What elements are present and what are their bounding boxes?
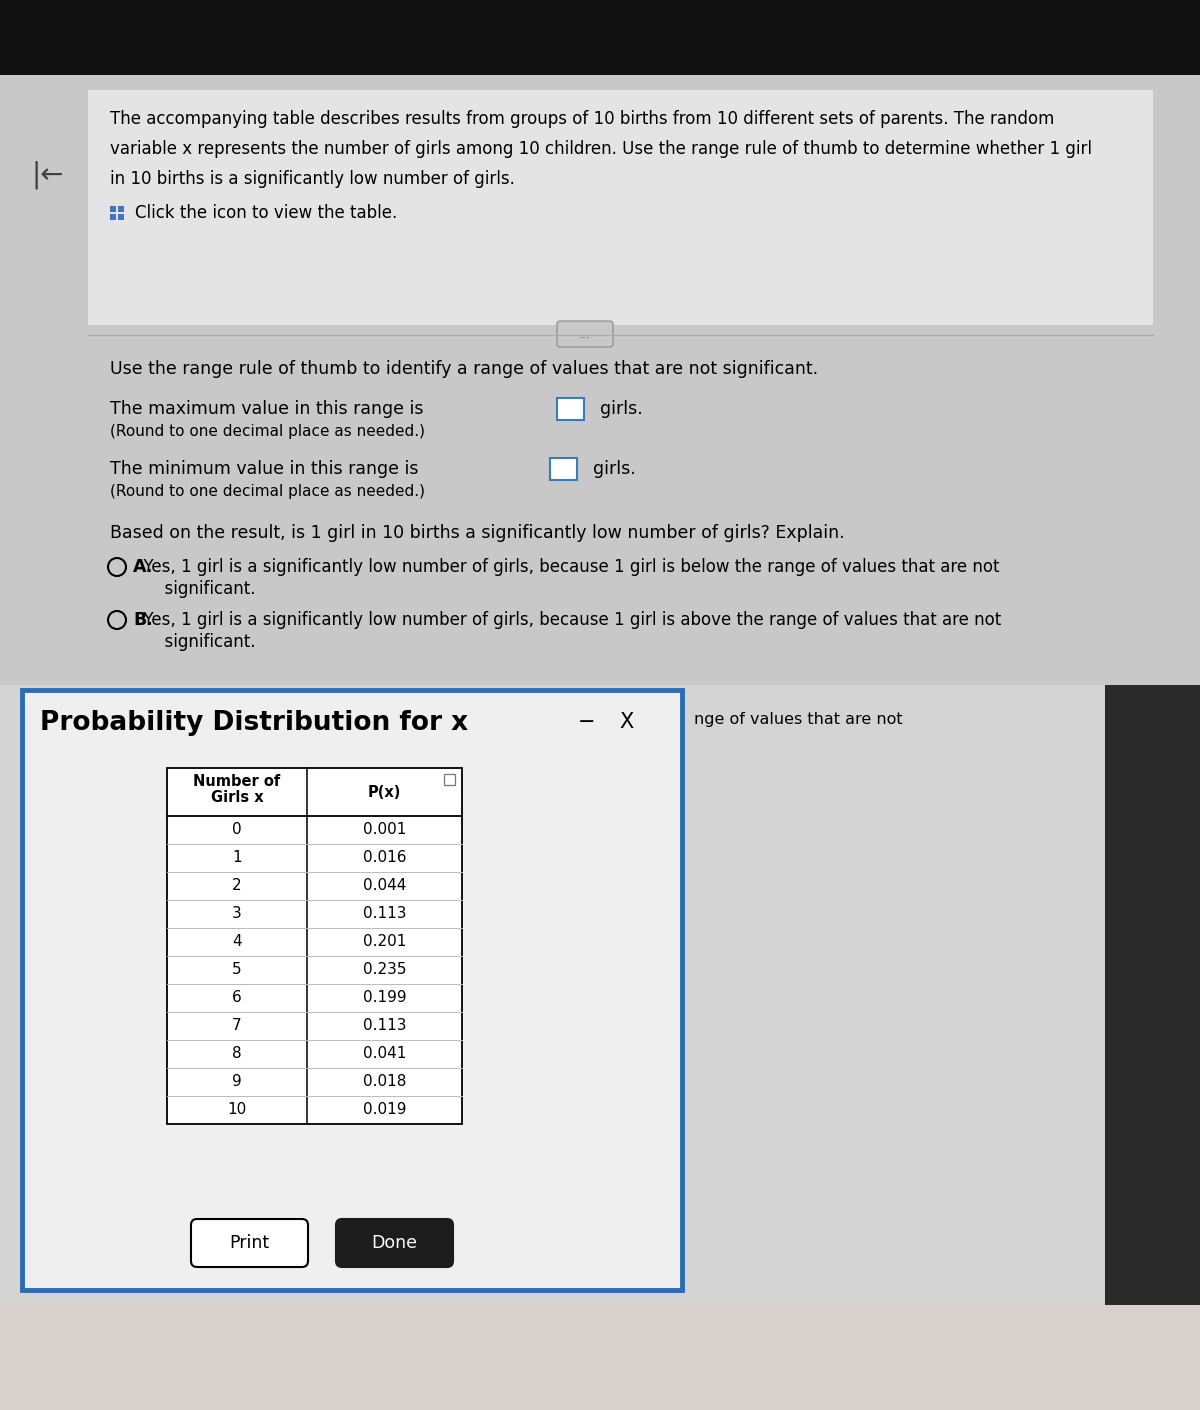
Text: 0.041: 0.041	[362, 1046, 406, 1062]
Text: Girls x: Girls x	[211, 790, 263, 805]
Text: B.: B.	[133, 611, 152, 629]
Text: 3: 3	[232, 907, 242, 922]
Text: 9: 9	[232, 1074, 242, 1090]
Text: 10: 10	[227, 1103, 247, 1118]
FancyBboxPatch shape	[550, 458, 577, 479]
Text: 0.044: 0.044	[362, 878, 406, 894]
Text: girls.: girls.	[593, 460, 636, 478]
FancyBboxPatch shape	[336, 1220, 454, 1268]
FancyBboxPatch shape	[0, 685, 1200, 1306]
FancyBboxPatch shape	[444, 774, 455, 785]
Text: The minimum value in this range is: The minimum value in this range is	[110, 460, 419, 478]
Text: Print: Print	[229, 1234, 269, 1252]
Text: The accompanying table describes results from groups of 10 births from 10 differ: The accompanying table describes results…	[110, 110, 1055, 128]
Text: 0.201: 0.201	[362, 935, 406, 949]
Text: Done: Done	[371, 1234, 418, 1252]
Text: 0.018: 0.018	[362, 1074, 406, 1090]
Text: 1: 1	[232, 850, 242, 866]
Text: X: X	[620, 712, 634, 732]
Text: 0.113: 0.113	[362, 907, 407, 922]
Text: 4: 4	[232, 935, 242, 949]
Text: girls.: girls.	[600, 400, 643, 417]
FancyBboxPatch shape	[22, 689, 682, 1290]
Text: 0.001: 0.001	[362, 822, 406, 838]
Text: (Round to one decimal place as needed.): (Round to one decimal place as needed.)	[110, 484, 425, 499]
FancyBboxPatch shape	[557, 398, 584, 420]
Text: significant.: significant.	[133, 580, 256, 598]
FancyBboxPatch shape	[0, 0, 1200, 75]
Text: nge of values that are not: nge of values that are not	[694, 712, 902, 728]
FancyBboxPatch shape	[0, 75, 1200, 685]
Text: The maximum value in this range is: The maximum value in this range is	[110, 400, 424, 417]
Text: A.: A.	[133, 558, 154, 577]
FancyBboxPatch shape	[191, 1220, 308, 1268]
FancyBboxPatch shape	[88, 90, 1153, 324]
Text: 0.199: 0.199	[362, 990, 407, 1005]
Text: Probability Distribution for x: Probability Distribution for x	[40, 711, 468, 736]
FancyBboxPatch shape	[118, 206, 124, 212]
Text: Yes, 1 girl is a significantly low number of girls, because 1 girl is above the : Yes, 1 girl is a significantly low numbe…	[133, 611, 1001, 629]
Text: in 10 births is a significantly low number of girls.: in 10 births is a significantly low numb…	[110, 171, 515, 188]
Text: Based on the result, is 1 girl in 10 births a significantly low number of girls?: Based on the result, is 1 girl in 10 bir…	[110, 525, 845, 541]
Text: 2: 2	[232, 878, 242, 894]
FancyBboxPatch shape	[557, 321, 613, 347]
Text: 6: 6	[232, 990, 242, 1005]
Text: −: −	[578, 712, 595, 732]
FancyBboxPatch shape	[1105, 685, 1200, 1306]
Text: 8: 8	[232, 1046, 242, 1062]
Text: (Round to one decimal place as needed.): (Round to one decimal place as needed.)	[110, 424, 425, 439]
Text: 5: 5	[232, 963, 242, 977]
Text: Click the icon to view the table.: Click the icon to view the table.	[134, 204, 397, 221]
Text: significant.: significant.	[133, 633, 256, 651]
FancyBboxPatch shape	[0, 1306, 1200, 1410]
Text: 7: 7	[232, 1018, 242, 1034]
FancyBboxPatch shape	[110, 206, 116, 212]
FancyBboxPatch shape	[118, 214, 124, 220]
Text: Number of: Number of	[193, 774, 281, 790]
Text: Yes, 1 girl is a significantly low number of girls, because 1 girl is below the : Yes, 1 girl is a significantly low numbe…	[133, 558, 1000, 577]
Text: Use the range rule of thumb to identify a range of values that are not significa: Use the range rule of thumb to identify …	[110, 360, 818, 378]
Text: 0.016: 0.016	[362, 850, 407, 866]
Text: 0.235: 0.235	[362, 963, 407, 977]
Text: 0: 0	[232, 822, 242, 838]
Text: ...: ...	[580, 327, 592, 340]
Text: variable x represents the number of girls among 10 children. Use the range rule : variable x represents the number of girl…	[110, 140, 1092, 158]
Text: 0.019: 0.019	[362, 1103, 407, 1118]
FancyBboxPatch shape	[110, 214, 116, 220]
FancyBboxPatch shape	[167, 768, 462, 1124]
Text: 0.113: 0.113	[362, 1018, 407, 1034]
Text: |←: |←	[31, 161, 65, 189]
Text: P(x): P(x)	[368, 785, 401, 799]
